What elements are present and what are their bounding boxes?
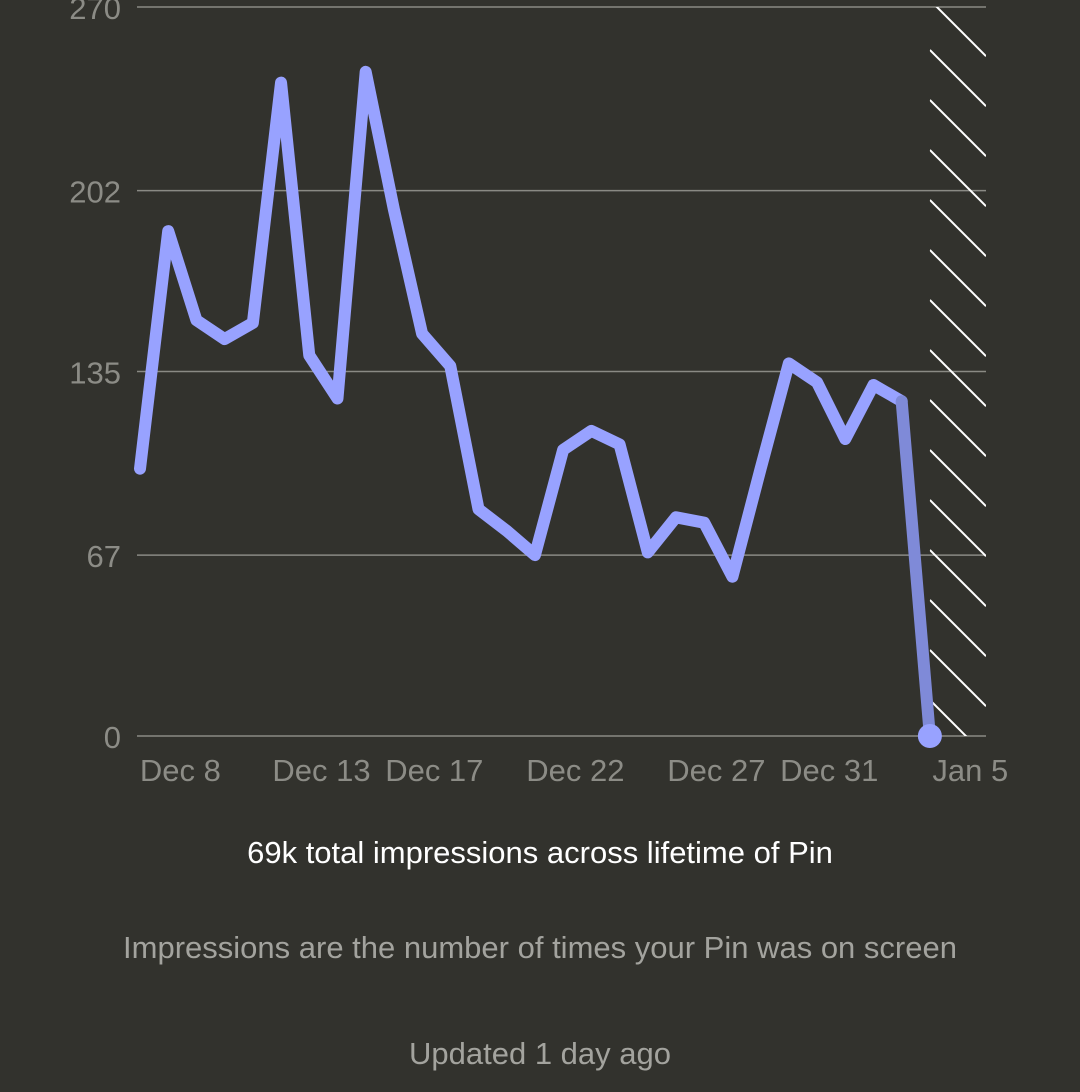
x-tick-label: Dec 27 <box>667 753 765 788</box>
hatch-line <box>929 599 987 657</box>
hatch-line <box>935 7 987 57</box>
hatch-line <box>929 699 968 736</box>
series-line <box>134 65 908 583</box>
hatch-line <box>929 299 987 357</box>
partial-series-segment <box>895 395 936 742</box>
total-impressions: 69k total impressions across lifetime of… <box>247 835 833 870</box>
hatch-line <box>929 649 987 707</box>
y-tick-label: 0 <box>104 720 121 755</box>
x-tick-label: Dec 8 <box>140 753 221 788</box>
hatch-line <box>929 249 987 307</box>
hatch-line <box>929 499 987 557</box>
hatch-line <box>929 449 987 507</box>
hatch-line <box>929 199 987 257</box>
impressions-description: Impressions are the number of times your… <box>123 930 957 965</box>
x-tick-label: Dec 22 <box>526 753 624 788</box>
x-tick-label: Dec 31 <box>780 753 878 788</box>
y-tick-label: 270 <box>69 0 121 26</box>
hatch-line <box>929 549 987 607</box>
y-tick-label: 67 <box>87 539 121 574</box>
hatch-line <box>929 99 987 157</box>
updated-timestamp: Updated 1 day ago <box>409 1036 671 1071</box>
hatch-line <box>929 349 987 407</box>
y-tick-label: 135 <box>69 356 121 391</box>
impressions-chart: 0 67 135 202 270 Dec 8 Dec 13 Dec 17 Dec 22 Dec 2… <box>69 0 1008 788</box>
x-tick-label: Dec 13 <box>272 753 370 788</box>
x-tick-label: Dec 17 <box>385 753 483 788</box>
hatch-line <box>929 149 987 207</box>
x-tick-label: Jan 5 <box>932 753 1008 788</box>
hatch-line <box>929 49 987 107</box>
y-tick-label: 202 <box>69 175 121 210</box>
hatch-line <box>930 0 986 6</box>
hatch-line <box>929 399 987 457</box>
